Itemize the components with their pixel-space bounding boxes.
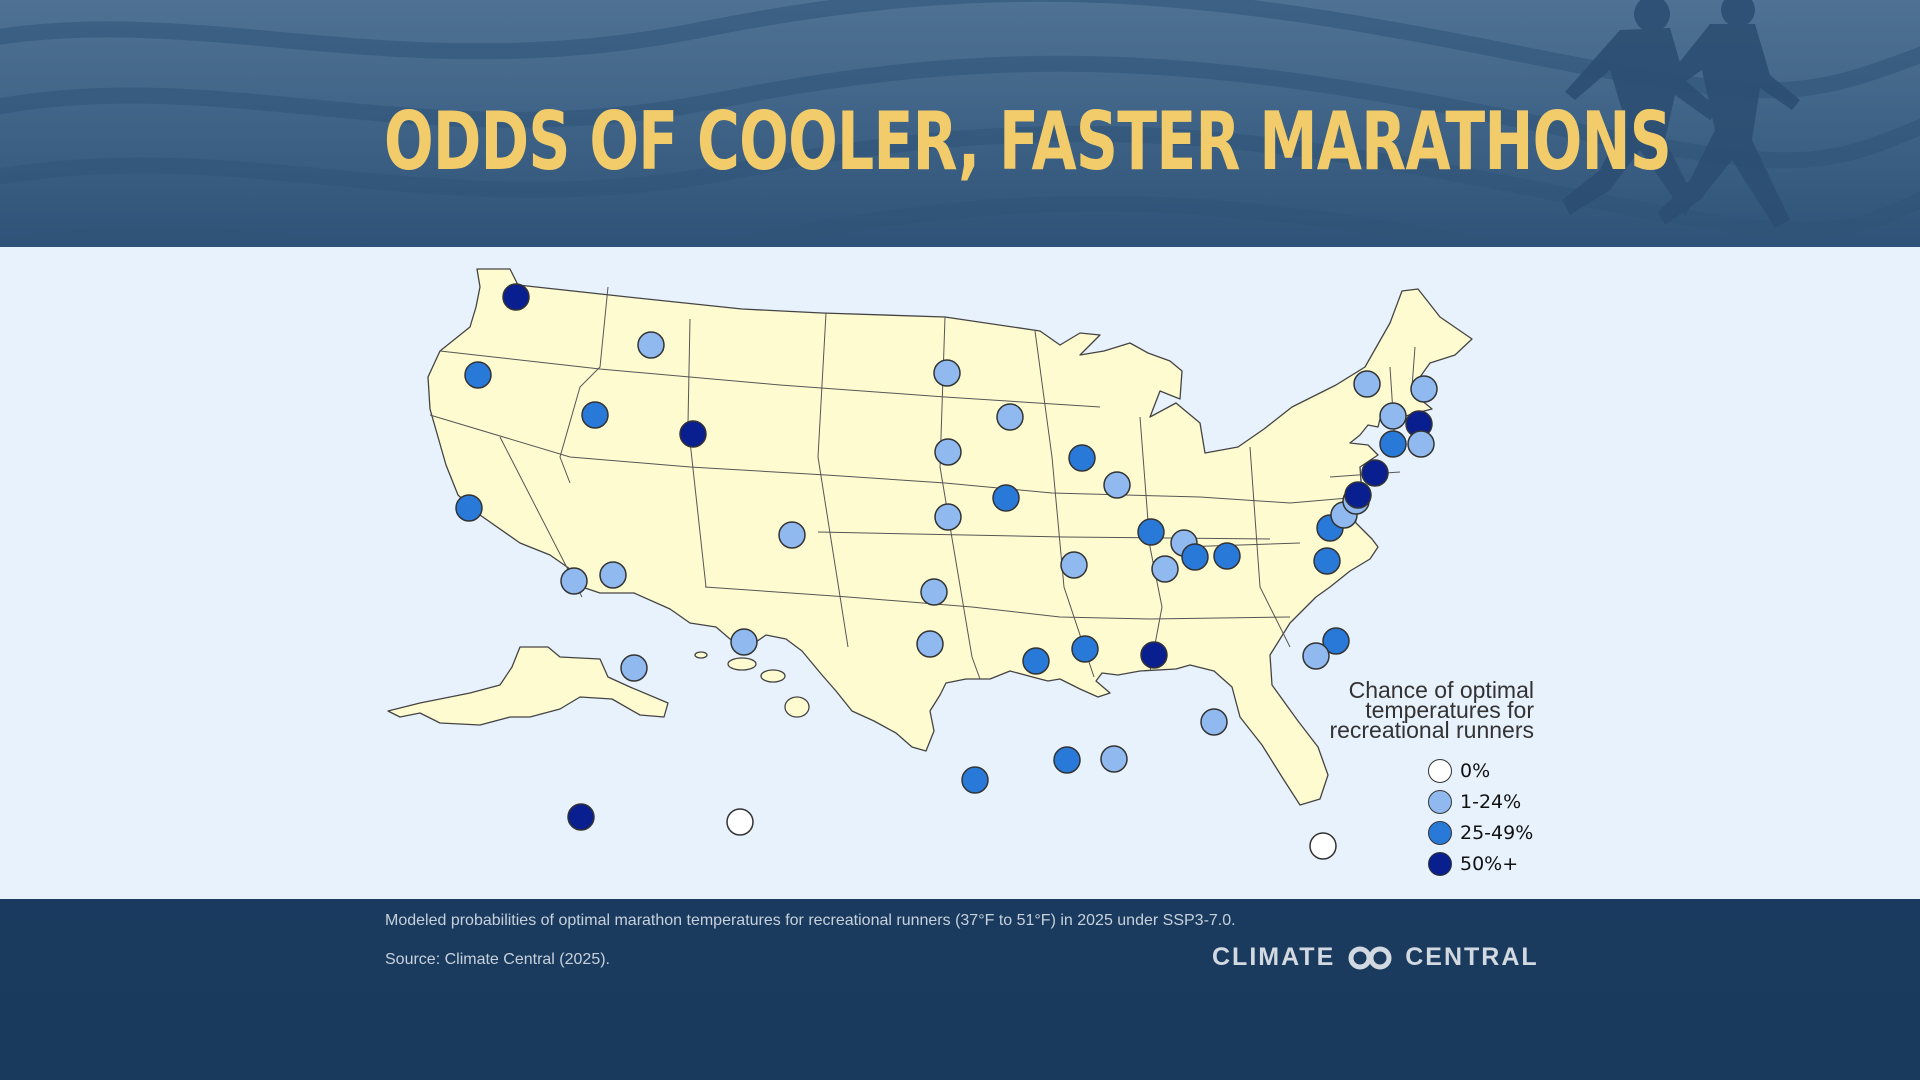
city-marker-gulf-coast	[1100, 745, 1128, 773]
city-marker-bozeman	[679, 420, 707, 448]
runners-silhouette	[1562, 0, 1800, 228]
city-marker-minneapolis	[996, 403, 1024, 431]
city-marker-birmingham	[1140, 641, 1168, 669]
brand-text-right: CENTRAL	[1405, 943, 1539, 971]
city-marker-wichita	[920, 578, 948, 606]
city-marker-wilmington-de	[1344, 481, 1372, 509]
city-marker-new-orleans	[1053, 746, 1081, 774]
city-marker-sioux-falls	[934, 438, 962, 466]
city-marker-hartford	[1379, 430, 1407, 458]
legend-label-3: 50%+	[1460, 853, 1519, 875]
legend-title-line-3: recreational runners	[1329, 717, 1534, 743]
city-marker-portland	[464, 361, 492, 389]
city-marker-raleigh	[1322, 627, 1350, 655]
city-marker-albuquerque	[730, 628, 758, 656]
city-marker-atlanta	[1200, 708, 1228, 736]
city-marker-omaha	[934, 503, 962, 531]
city-marker-houston	[961, 766, 989, 794]
city-marker-phoenix	[620, 654, 648, 682]
city-marker-burlington	[1353, 370, 1381, 398]
city-marker-miami	[1309, 832, 1337, 860]
legend-title: Chance of optimal temperatures for recre…	[1234, 677, 1534, 743]
city-markers	[455, 283, 1438, 860]
city-marker-portland-me	[1410, 375, 1438, 403]
header-banner: ODDS OF COOLER, FASTER MARATHONS	[0, 0, 1920, 247]
page-title: ODDS OF COOLER, FASTER MARATHONS	[384, 95, 1672, 188]
city-marker-charleston-wv	[1213, 542, 1241, 570]
footer: Modeled probabilities of optimal maratho…	[0, 899, 1920, 1080]
city-marker-oklahoma-city	[916, 630, 944, 658]
city-marker-new-york	[1361, 459, 1389, 487]
legend-item-0: 0%	[1428, 757, 1490, 785]
us-map	[387, 268, 1473, 860]
city-marker-seattle	[502, 283, 530, 311]
legend-item-1: 1-24%	[1428, 788, 1521, 816]
city-marker-st-george	[599, 561, 627, 589]
city-marker-providence	[1407, 430, 1435, 458]
city-marker-richmond	[1313, 547, 1341, 575]
city-marker-spokane	[637, 331, 665, 359]
legend-label-0: 0%	[1460, 760, 1491, 782]
city-marker-honolulu	[726, 808, 754, 836]
legend-item-3: 50%+	[1428, 850, 1518, 878]
city-marker-denver	[778, 521, 806, 549]
legend-swatch-0	[1428, 759, 1452, 783]
brand-logo: CLIMATE CENTRAL	[1212, 943, 1539, 972]
city-marker-little-rock	[1022, 647, 1050, 675]
city-marker-fargo	[933, 359, 961, 387]
caption: Modeled probabilities of optimal maratho…	[385, 912, 1236, 929]
city-marker-des-moines	[992, 484, 1020, 512]
infinity-icon	[1348, 946, 1392, 969]
legend-item-2: 25-49%	[1428, 819, 1533, 847]
us-landmass	[387, 268, 1473, 806]
legend-swatch-3	[1428, 852, 1452, 876]
legend-title-line-2: temperatures for	[1365, 697, 1534, 723]
city-marker-st-louis	[1060, 551, 1088, 579]
city-marker-las-vegas	[560, 567, 588, 595]
city-marker-louisville	[1151, 555, 1179, 583]
map-panel: Chance of optimal temperatures for recre…	[0, 247, 1920, 899]
city-marker-wilmington	[1302, 642, 1330, 670]
legend-title-line-1: Chance of optimal	[1348, 677, 1534, 703]
city-marker-milwaukee	[1068, 444, 1096, 472]
legend-swatch-1	[1428, 790, 1452, 814]
city-marker-detroit	[1181, 543, 1209, 571]
city-marker-albany	[1379, 402, 1407, 430]
city-marker-memphis	[1071, 635, 1099, 663]
city-marker-indianapolis	[1137, 518, 1165, 546]
legend-label-2: 25-49%	[1460, 822, 1534, 844]
legend-label-1: 1-24%	[1460, 791, 1522, 813]
brand-text-left: CLIMATE	[1212, 943, 1336, 971]
source-note: Source: Climate Central (2025).	[385, 951, 610, 968]
city-marker-boise	[581, 401, 609, 429]
city-marker-san-francisco	[455, 494, 483, 522]
legend-swatch-2	[1428, 821, 1452, 845]
city-marker-anchorage	[567, 803, 595, 831]
city-marker-chicago	[1103, 471, 1131, 499]
